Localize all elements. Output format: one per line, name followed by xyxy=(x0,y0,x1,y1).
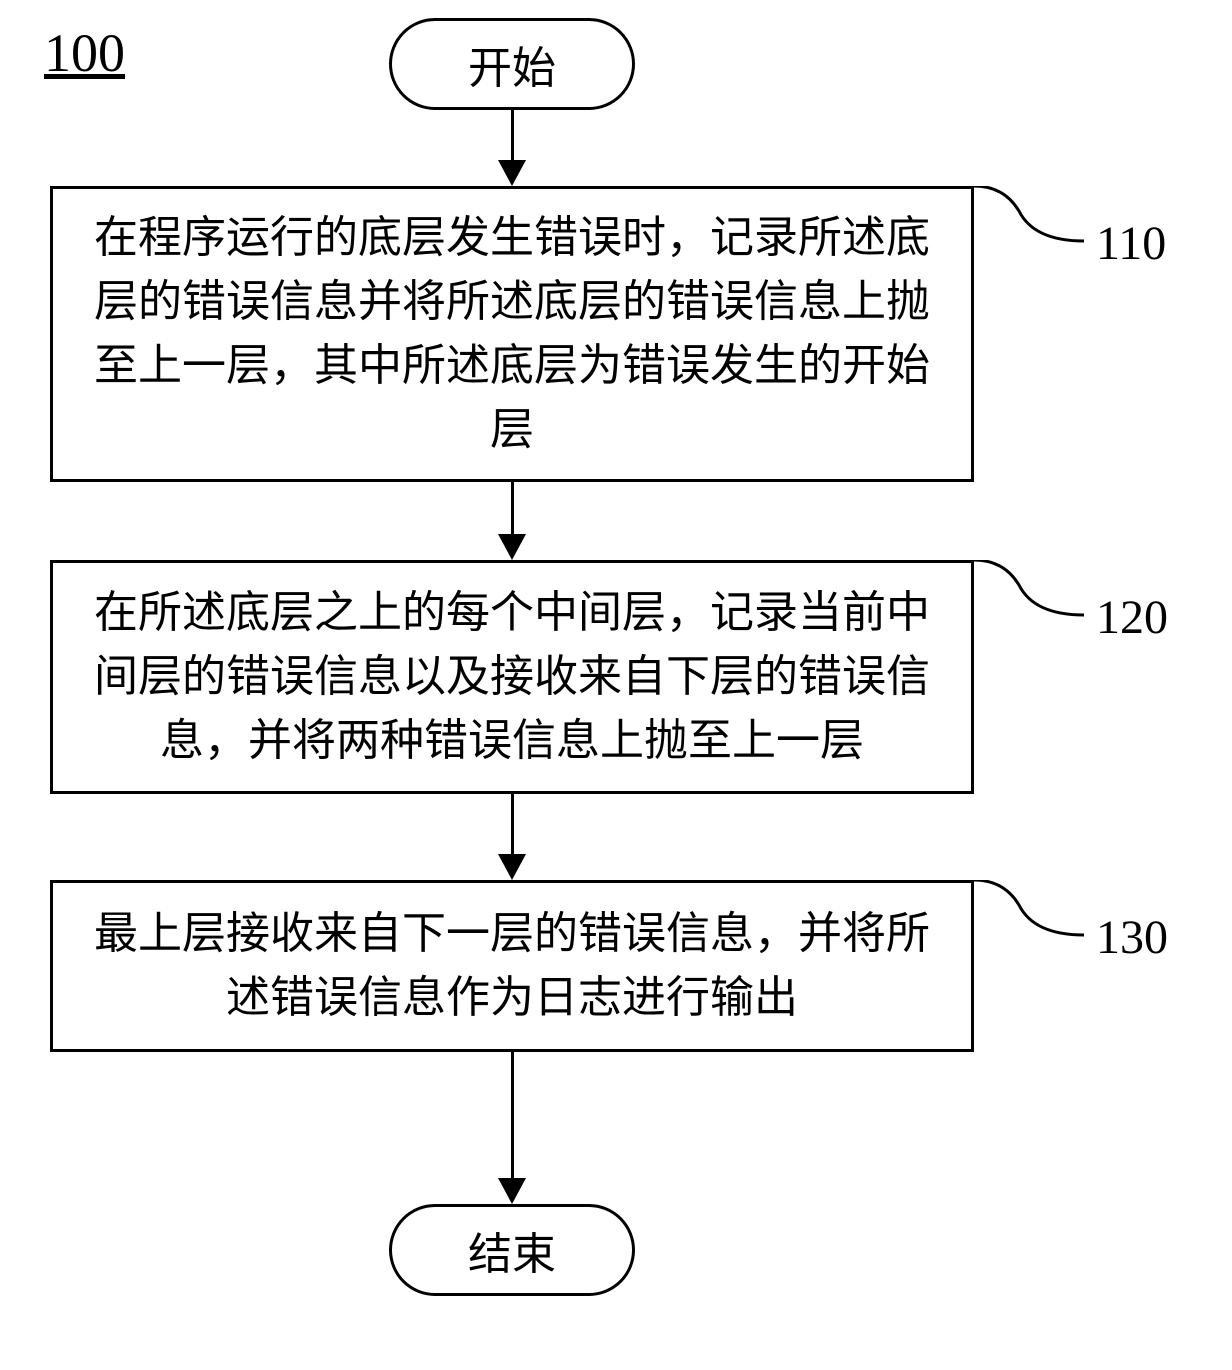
process-step-110-text: 在程序运行的底层发生错误时，记录所述底层的错误信息并将所述底层的错误信息上抛至上… xyxy=(83,206,941,461)
diagram-id: 100 xyxy=(44,22,125,84)
arrow-2-head xyxy=(498,534,526,560)
end-terminator: 结束 xyxy=(389,1204,635,1296)
end-label: 结束 xyxy=(468,1218,556,1282)
process-step-130: 最上层接收来自下一层的错误信息，并将所述错误信息作为日志进行输出 xyxy=(50,880,974,1052)
step-label-110: 110 xyxy=(1096,216,1166,271)
start-terminator: 开始 xyxy=(389,18,635,110)
arrow-1 xyxy=(511,110,514,162)
process-step-120-text: 在所述底层之上的每个中间层，记录当前中间层的错误信息以及接收来自下层的错误信息，… xyxy=(83,581,941,772)
leader-110 xyxy=(974,186,1084,256)
arrow-3 xyxy=(511,794,514,856)
process-step-120: 在所述底层之上的每个中间层，记录当前中间层的错误信息以及接收来自下层的错误信息，… xyxy=(50,560,974,794)
process-step-130-text: 最上层接收来自下一层的错误信息，并将所述错误信息作为日志进行输出 xyxy=(83,902,941,1030)
step-label-120: 120 xyxy=(1096,590,1168,645)
leader-120 xyxy=(974,560,1084,630)
arrow-1-head xyxy=(498,160,526,186)
start-label: 开始 xyxy=(468,32,556,96)
arrow-2 xyxy=(511,482,514,536)
arrow-4-head xyxy=(498,1178,526,1204)
step-label-130: 130 xyxy=(1096,910,1168,965)
process-step-110: 在程序运行的底层发生错误时，记录所述底层的错误信息并将所述底层的错误信息上抛至上… xyxy=(50,186,974,482)
arrow-3-head xyxy=(498,854,526,880)
arrow-4 xyxy=(511,1052,514,1180)
leader-130 xyxy=(974,880,1084,950)
